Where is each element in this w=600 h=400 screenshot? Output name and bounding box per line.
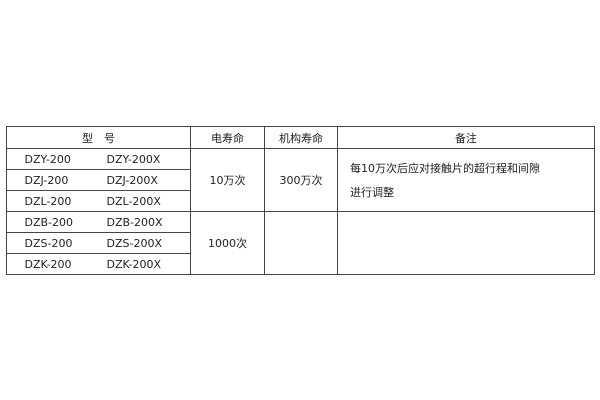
model-cell: DZL-200 DZL-200X	[6, 190, 191, 212]
table-row: DZY-200 DZY-200X 10万次 300万次 每10万次后应对接触片的超…	[6, 148, 595, 212]
model-cell: DZK-200 DZK-200X	[6, 253, 191, 275]
electrical-life-cell: 10万次	[190, 148, 265, 212]
model-a: DZJ-200	[24, 173, 69, 187]
header-row: 型 号 电寿命 机构寿命 备注	[6, 126, 595, 149]
table-row: DZL-200 DZL-200X	[6, 190, 595, 212]
mechanical-life-cell: 300万次	[264, 148, 338, 212]
notes-cell: 每10万次后应对接触片的超行程和间隙 进行调整	[337, 148, 595, 212]
model-b: DZY-200X	[106, 152, 161, 166]
notes-cell	[337, 211, 595, 275]
spec-table: 型 号 电寿命 机构寿命 备注 DZY-200 DZY-200X 10万次 300…	[6, 126, 595, 275]
note-line-1: 每10万次后应对接触片的超行程和间隙	[350, 162, 540, 175]
model-b: DZS-200X	[106, 236, 163, 250]
model-cell: DZB-200 DZB-200X	[6, 211, 191, 233]
note-line-2: 进行调整	[350, 186, 394, 199]
model-b: DZB-200X	[106, 215, 163, 229]
model-cell: DZJ-200 DZJ-200X	[6, 169, 191, 191]
model-a: DZY-200	[24, 152, 71, 166]
model-cell: DZY-200 DZY-200X	[6, 148, 191, 170]
table-row: DZK-200 DZK-200X	[6, 253, 595, 275]
model-b: DZL-200X	[106, 194, 161, 208]
electrical-life-cell: 1000次	[190, 211, 265, 275]
header-electrical-life: 电寿命	[190, 126, 265, 149]
model-b: DZJ-200X	[106, 173, 158, 187]
model-a: DZB-200	[24, 215, 74, 229]
header-notes: 备注	[337, 126, 595, 149]
model-a: DZK-200	[24, 257, 72, 271]
header-mechanical-life: 机构寿命	[264, 126, 338, 149]
header-model: 型 号	[6, 126, 191, 149]
model-cell: DZS-200 DZS-200X	[6, 232, 191, 254]
mechanical-life-cell	[264, 211, 338, 275]
model-a: DZS-200	[24, 236, 73, 250]
model-b: DZK-200X	[106, 257, 162, 271]
model-a: DZL-200	[24, 194, 72, 208]
table-row: DZB-200 DZB-200X 1000次	[6, 211, 595, 275]
